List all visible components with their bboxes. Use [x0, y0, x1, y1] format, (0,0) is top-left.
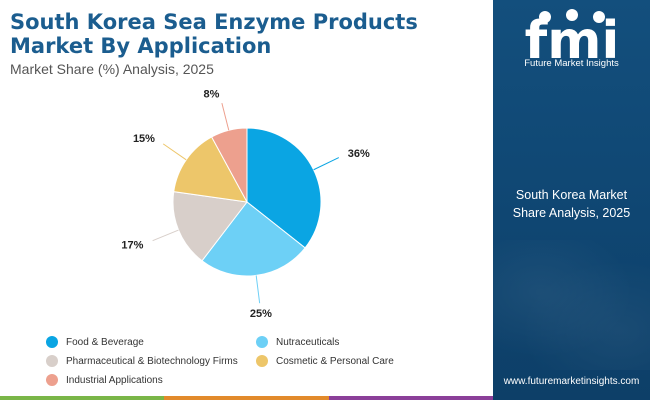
logo-flask-icon: [593, 11, 605, 23]
chart-panel: South Korea Sea Enzyme Products Market B…: [0, 10, 493, 400]
data-label: 8%: [204, 88, 220, 100]
logo-globe-icon: [539, 11, 551, 23]
pie-slice: [201, 201, 306, 277]
chart-title: South Korea Sea Enzyme Products Market B…: [10, 10, 418, 58]
sidebar-caption-line1: South Korea Market: [515, 188, 628, 202]
legend-swatch: [256, 355, 268, 367]
pie-slice: [210, 127, 248, 203]
legend-label: Cosmetic & Personal Care: [276, 355, 394, 367]
legend-item: Cosmetic & Personal Care: [256, 355, 394, 367]
legend-swatch: [46, 336, 58, 348]
leader-line: [313, 157, 340, 171]
leader-line: [152, 229, 179, 242]
bottom-bar-segment: [164, 396, 329, 400]
data-label: 25%: [250, 308, 272, 320]
sidebar-caption: South Korea Market Share Analysis, 2025: [493, 186, 650, 222]
legend-item: Nutraceuticals: [256, 336, 339, 348]
pie-chart: 36% 25% 17% 15% 8%: [121, 88, 370, 320]
pie-slice: [172, 191, 248, 262]
legend-swatch: [46, 374, 58, 386]
logo-leaf-icon: [566, 9, 578, 21]
leader-line: [162, 143, 187, 161]
leader-line: [221, 103, 230, 131]
sidebar-texture: [493, 240, 650, 370]
bottom-bar-segment: [328, 396, 493, 400]
legend-label: Pharmaceutical & Biotechnology Firms: [66, 355, 238, 367]
legend-swatch: [46, 355, 58, 367]
sidebar-caption-line2: Share Analysis, 2025: [512, 206, 631, 220]
leader-line: [255, 275, 261, 304]
legend-label: Food & Beverage: [66, 336, 144, 348]
chart-subtitle: Market Share (%) Analysis, 2025: [10, 61, 214, 77]
logo-tagline: Future Market Insights: [524, 58, 619, 69]
legend-item: Food & Beverage: [46, 336, 144, 348]
legend-item: Pharmaceutical & Biotechnology Firms: [46, 355, 238, 367]
legend-item: Industrial Applications: [46, 374, 163, 386]
data-label: 36%: [348, 148, 370, 160]
legend-label: Industrial Applications: [66, 374, 163, 386]
data-label: 17%: [121, 239, 143, 251]
bottom-bar-segment: [0, 396, 165, 400]
pie-slice: [173, 136, 248, 203]
data-label: 15%: [133, 133, 155, 145]
brand-sidebar: fmi Future Market Insights South Korea M…: [493, 0, 650, 400]
legend-label: Nutraceuticals: [276, 336, 340, 348]
legend-swatch: [256, 336, 268, 348]
fmi-logo: fmi: [525, 9, 619, 71]
bottom-color-bar: [0, 396, 493, 400]
website-url[interactable]: www.futuremarketinsights.com: [503, 376, 640, 387]
